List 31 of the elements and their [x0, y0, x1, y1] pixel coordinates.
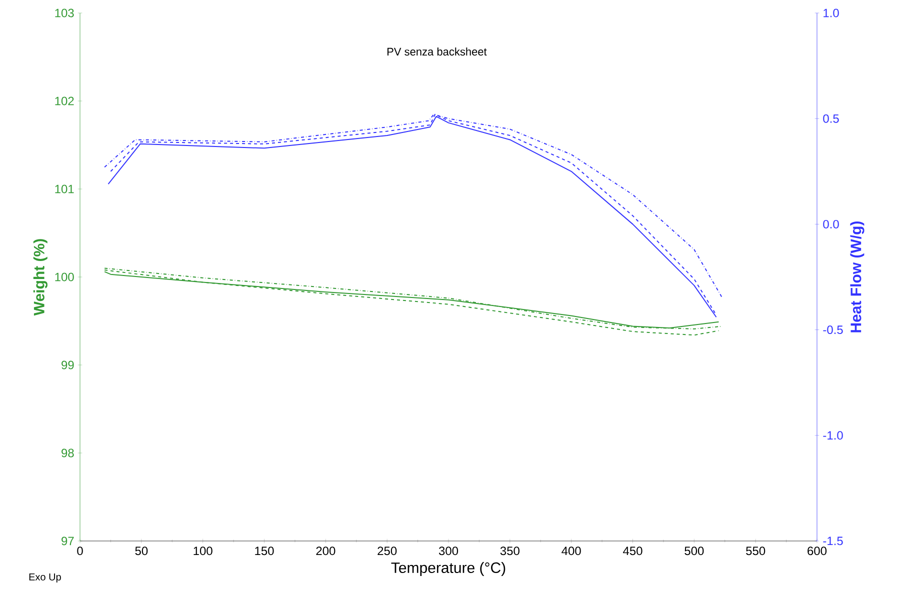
x-tick-label: 500	[684, 546, 704, 556]
y-tick-label: 103	[55, 8, 74, 18]
text: Exo Up	[29, 574, 61, 582]
y2-tick-label: 1.0	[824, 8, 839, 18]
y-tick-label: 97	[62, 536, 74, 546]
x-tick-label: 300	[438, 546, 458, 556]
x-tick-label: 550	[746, 546, 766, 556]
y-tick-label: 100	[55, 272, 74, 282]
y2-tick-label: -1.5	[823, 536, 843, 546]
y-tick-label: 101	[55, 184, 74, 194]
x-tick-label: 250	[378, 546, 397, 556]
text: PV senza backsheet	[387, 48, 487, 56]
x-tick-label: 150	[255, 546, 274, 556]
y2-tick-label: -0.5	[823, 326, 843, 334]
x-tick-label: 100	[194, 546, 212, 556]
y-tick-label: 98	[62, 448, 74, 458]
x-tick-label: 400	[562, 546, 581, 556]
y2-tick-label: 0.5	[823, 114, 839, 123]
x-axis-title: Temperature (°C)	[391, 562, 506, 576]
x-tick-label: 0	[77, 546, 83, 556]
y2-tick-label: -1.0	[823, 431, 843, 440]
x-tick-label: 450	[623, 546, 642, 556]
x-tick-label: 600	[808, 546, 827, 556]
x-tick-label: 200	[316, 546, 336, 556]
y-tick-label: 102	[55, 96, 74, 106]
y-tick-label: 99	[62, 360, 74, 370]
y-axis-title: Weight (%)	[33, 239, 48, 316]
x-tick-label: 350	[500, 546, 520, 556]
y2-axis-title: Heat Flow (W/g)	[850, 221, 864, 332]
x-tick-label: 50	[135, 546, 148, 556]
y2-tick-label: 0.0	[823, 220, 839, 228]
